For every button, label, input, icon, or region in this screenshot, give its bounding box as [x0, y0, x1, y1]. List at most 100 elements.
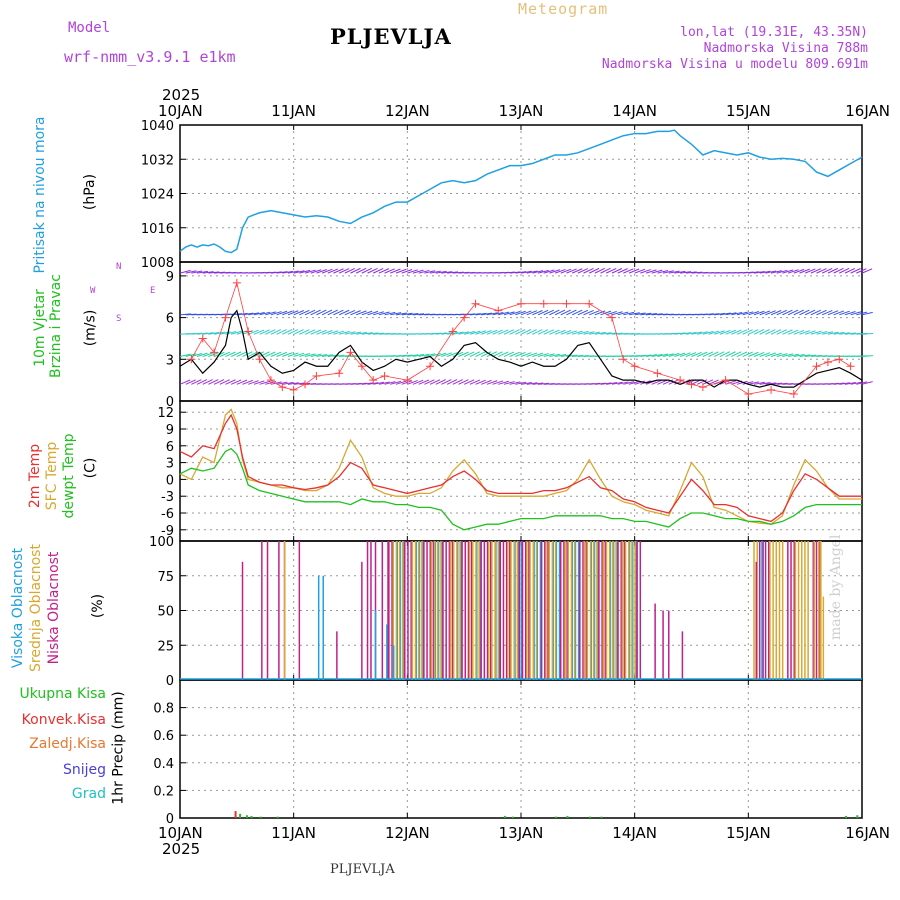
precip-bar	[259, 816, 262, 818]
wind-barb	[407, 269, 418, 274]
wind-barb	[299, 353, 311, 358]
wind-barb	[759, 329, 770, 335]
wind-barb	[515, 329, 526, 335]
wind-barb	[520, 310, 532, 316]
wind-barb	[572, 330, 583, 335]
wind-barb	[310, 329, 322, 335]
wind-gust-point	[198, 334, 207, 343]
wind-gust-point	[335, 369, 344, 378]
wind-barb	[282, 310, 293, 316]
wind-barb	[293, 329, 304, 335]
wind-gust-point	[471, 299, 480, 308]
day-label-top: 12JAN	[385, 102, 430, 120]
wind-barb	[606, 382, 618, 385]
wind-barb	[248, 312, 260, 316]
wind-barb	[469, 351, 481, 357]
wind-barb	[276, 351, 288, 357]
precip-label-conv: Konvek.Kisa	[21, 712, 106, 728]
wind-gust-point	[653, 369, 662, 378]
wind-barb	[202, 332, 214, 335]
wind-barb	[208, 379, 219, 385]
wind-barb	[594, 267, 606, 274]
wind-barb	[560, 330, 572, 335]
wind-barb	[645, 354, 657, 358]
precip-bar	[589, 816, 592, 818]
wind-barb	[418, 353, 430, 358]
wind-barb	[736, 311, 748, 316]
wind-barb	[225, 351, 236, 357]
wind-barb	[771, 382, 783, 385]
wind-barb	[839, 382, 851, 385]
wind-barb	[333, 330, 345, 335]
y-tick-label: 0	[166, 473, 174, 488]
wind-barb	[526, 352, 538, 357]
wind-barb	[463, 379, 475, 385]
wind-barb	[327, 330, 339, 335]
wind-barb	[560, 309, 571, 316]
wind-barb	[611, 268, 623, 274]
wind-barb	[367, 332, 379, 335]
wind-barb	[856, 311, 868, 316]
wind-barb	[532, 382, 544, 385]
wind-barb	[600, 267, 611, 274]
day-label-top: 15JAN	[726, 102, 771, 120]
wind-barb	[282, 381, 294, 385]
wind-barb	[469, 379, 481, 385]
wind-barb	[208, 352, 219, 357]
wind-barb	[395, 312, 407, 316]
temp-2m-line	[179, 413, 862, 523]
wind-barb	[606, 310, 617, 316]
wind-barb	[481, 379, 492, 385]
day-label-bottom: 13JAN	[499, 824, 544, 842]
wind-barb	[816, 355, 828, 358]
wind-barb	[805, 354, 817, 358]
wind-barb	[748, 271, 760, 274]
wind-barb	[435, 352, 447, 357]
wind-barb	[611, 332, 623, 335]
y-tick-label: 1024	[141, 188, 174, 203]
wind-barb	[356, 382, 368, 385]
wind-barb	[486, 380, 498, 385]
wind-barb	[509, 351, 520, 357]
wind-barb	[861, 333, 874, 335]
wind-barb	[555, 354, 567, 358]
wind-barb	[208, 331, 220, 335]
wind-barb	[316, 353, 328, 358]
y-tick-label: 1040	[141, 119, 174, 134]
y-tick-label: 6	[166, 312, 174, 327]
wind-barb	[287, 329, 299, 335]
wind-barb	[861, 268, 873, 274]
wind-barb	[708, 330, 720, 335]
y-tick-label: 25	[157, 639, 174, 654]
wind-gust-point	[585, 299, 594, 308]
wind-gust-point	[221, 313, 230, 322]
wind-barb	[378, 381, 390, 385]
day-label-bottom: 16JAN	[845, 824, 890, 842]
wind-barb	[333, 268, 344, 274]
wind-barb	[515, 381, 527, 385]
wind-barb	[179, 379, 191, 385]
wind-gust-point	[266, 376, 275, 385]
y-tick-label: 0	[166, 395, 174, 410]
wind-barb	[765, 270, 777, 274]
wind-barb	[321, 330, 333, 335]
precip-bar	[250, 815, 253, 818]
y-tick-label: 0	[166, 812, 174, 827]
wind-barb	[748, 311, 759, 316]
wind-barb	[571, 309, 583, 316]
wind-barb	[469, 313, 481, 316]
wind-barb	[498, 329, 509, 335]
wind-barb	[708, 351, 719, 357]
wind-barb	[486, 351, 498, 357]
precip-label-frz: Zaledj.Kisa	[29, 736, 106, 752]
wind-barb	[628, 312, 640, 316]
y-tick-label: 1016	[141, 222, 174, 237]
wind-barb	[697, 331, 708, 335]
wind-barb	[844, 332, 856, 335]
wind-barb	[498, 311, 510, 316]
wind-barb	[248, 329, 259, 335]
panel-frame-precip	[179, 679, 863, 819]
wind-barb	[236, 351, 247, 357]
wind-barb	[816, 330, 828, 335]
wind-barb	[361, 332, 373, 335]
